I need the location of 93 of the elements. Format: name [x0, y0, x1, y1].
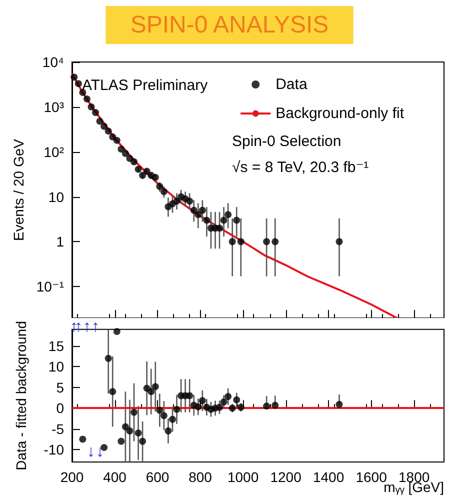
point: [100, 444, 108, 451]
x-tick-label: 400: [103, 469, 127, 485]
point: [237, 238, 244, 246]
y-axis-title: Data - fitted background: [13, 321, 29, 470]
point: [139, 172, 146, 179]
point: [186, 392, 194, 400]
point: [160, 412, 168, 420]
point: [156, 182, 164, 190]
point: [96, 118, 104, 125]
point: [263, 238, 270, 246]
point: [216, 404, 224, 411]
point: [190, 206, 198, 214]
point: [224, 393, 232, 400]
point: [263, 402, 270, 410]
point: [100, 122, 108, 130]
annotation: ↓: [87, 444, 95, 460]
x-tick-label: 800: [188, 469, 212, 485]
x-tick-label: 600: [146, 469, 170, 485]
point: [216, 224, 224, 232]
annotation: √s = 8 TeV, 20.3 fb⁻¹: [232, 159, 369, 176]
y-tick-label: 10⁴: [42, 54, 64, 70]
point: [168, 416, 176, 423]
point: [173, 406, 180, 413]
point: [173, 198, 180, 205]
point: [139, 438, 146, 445]
point: [148, 388, 155, 396]
y-tick-label: -5: [52, 420, 64, 437]
point: [164, 427, 172, 434]
point: [134, 430, 142, 436]
point: [194, 403, 202, 410]
x-tick-label: 1600: [356, 469, 388, 485]
x-tick-label: 1400: [312, 469, 344, 485]
annotation: ATLAS Preliminary: [82, 77, 208, 94]
point: [152, 383, 159, 390]
point: [104, 354, 112, 362]
x-tick-label: 200: [60, 469, 84, 485]
point: [228, 238, 236, 246]
point: [113, 328, 120, 335]
point: [198, 206, 206, 214]
point: [336, 238, 343, 246]
annotation: Spin-0 Selection: [232, 133, 342, 150]
point: [203, 216, 210, 224]
legend-label: Data: [276, 76, 308, 93]
point: [224, 211, 232, 218]
point: [122, 150, 129, 157]
point: [233, 396, 240, 404]
legend-label: Background-only fit: [276, 105, 405, 122]
point: [130, 158, 138, 166]
y-tick-label: 10³: [44, 98, 64, 115]
point: [130, 408, 138, 416]
point: [160, 188, 168, 196]
y-tick-label: -10: [44, 442, 64, 458]
point: [198, 397, 206, 404]
point: [336, 400, 343, 408]
y-tick-label: 0: [56, 400, 64, 416]
point: [104, 128, 112, 135]
y-tick-label: 1: [56, 234, 64, 250]
point: [118, 146, 125, 153]
point: [70, 74, 78, 81]
annotation: ↓: [96, 444, 104, 460]
point: [109, 388, 116, 396]
x-tick-label: 1200: [270, 469, 302, 485]
x-tick-label: 1000: [227, 469, 259, 485]
y-tick-label: 10: [48, 358, 64, 375]
point: [186, 198, 194, 205]
point: [122, 423, 129, 430]
y-tick-label: 5: [56, 379, 64, 396]
point: [220, 398, 228, 406]
point: [88, 103, 95, 110]
chart-title: SPIN-0 ANALYSIS: [130, 12, 329, 38]
point: [134, 166, 142, 173]
point: [220, 216, 228, 224]
point: [83, 96, 90, 103]
point: [272, 238, 279, 246]
point: [118, 438, 125, 445]
point: [152, 174, 159, 181]
point: [113, 136, 120, 144]
point: [126, 427, 134, 434]
point: [272, 402, 279, 409]
y-tick-label: 15: [48, 338, 64, 354]
y-axis-title: Events / 20 GeV: [10, 138, 26, 241]
point: [228, 404, 236, 412]
point: [143, 168, 150, 175]
y-tick-label: 10: [48, 188, 64, 205]
point: [74, 80, 82, 88]
point: [79, 436, 86, 443]
point: [156, 406, 164, 414]
y-tick-label: 10⁻¹: [36, 278, 64, 295]
point: [194, 211, 202, 218]
y-tick-label: 10²: [44, 144, 64, 160]
point: [237, 404, 244, 411]
point: [233, 216, 240, 224]
point: [92, 109, 100, 116]
